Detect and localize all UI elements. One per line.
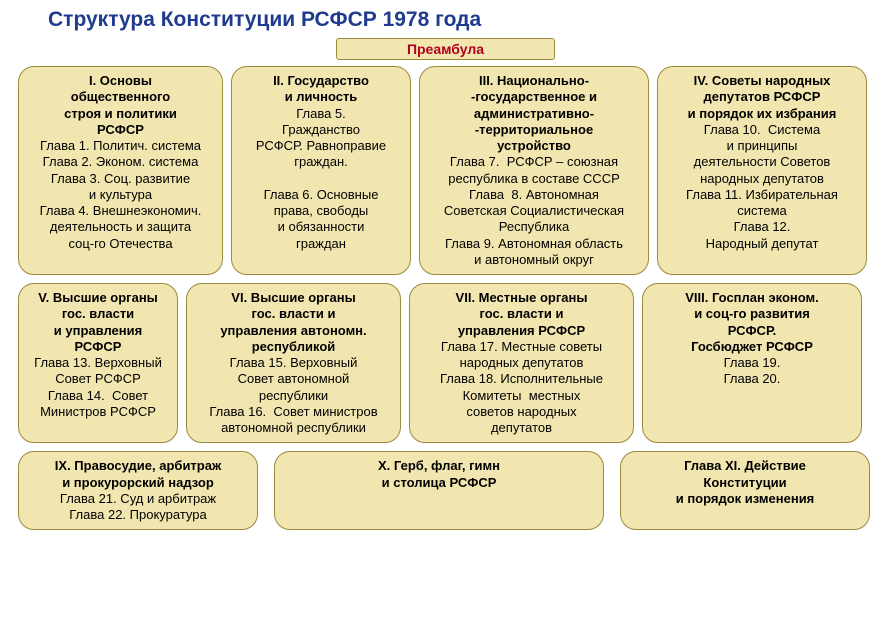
card-heading: VIII. Госплан эконом. и соц-го развития … (651, 290, 853, 355)
card-heading: X. Герб, флаг, гимн и столица РСФСР (283, 458, 595, 491)
card-heading: Глава XI. Действие Конституции и порядок… (629, 458, 861, 507)
card-section-1: I. Основы общественного строя и политики… (18, 66, 223, 275)
card-body: Глава 7. РСФСР – союзная республика в со… (428, 154, 640, 268)
card-section-3: III. Национально- -государственное и адм… (419, 66, 649, 275)
page-title: Структура Конституции РСФСР 1978 года (48, 8, 873, 32)
card-body: Глава 5. Гражданство РСФСР. Равноправие … (240, 106, 402, 252)
card-section-6: VI. Высшие органы гос. власти и управлен… (186, 283, 401, 443)
card-body: Глава 1. Политич. система Глава 2. Эконо… (27, 138, 214, 252)
card-heading: II. Государство и личность (240, 73, 402, 106)
preamble-container: Преамбула (18, 38, 873, 60)
card-section-7: VII. Местные органы гос. власти и управл… (409, 283, 634, 443)
card-section-9: IX. Правосудие, арбитраж и прокурорский … (18, 451, 258, 530)
card-heading: I. Основы общественного строя и политики… (27, 73, 214, 138)
card-heading: VII. Местные органы гос. власти и управл… (418, 290, 625, 339)
card-heading: VI. Высшие органы гос. власти и управлен… (195, 290, 392, 355)
row-1: I. Основы общественного строя и политики… (18, 66, 873, 275)
row-3: IX. Правосудие, арбитраж и прокурорский … (18, 451, 873, 530)
card-body: Глава 15. Верховный Совет автономной рес… (195, 355, 392, 436)
card-heading: III. Национально- -государственное и адм… (428, 73, 640, 154)
card-heading: V. Высшие органы гос. власти и управлени… (27, 290, 169, 355)
card-section-4: IV. Советы народных депутатов РСФСР и по… (657, 66, 867, 275)
card-body: Глава 19. Глава 20. (651, 355, 853, 388)
card-heading: IX. Правосудие, арбитраж и прокурорский … (27, 458, 249, 491)
card-section-8: VIII. Госплан эконом. и соц-го развития … (642, 283, 862, 443)
card-body: Глава 17. Местные советы народных депута… (418, 339, 625, 437)
row-2: V. Высшие органы гос. власти и управлени… (18, 283, 873, 443)
card-section-5: V. Высшие органы гос. власти и управлени… (18, 283, 178, 443)
card-section-11: Глава XI. Действие Конституции и порядок… (620, 451, 870, 530)
card-body: Глава 10. Система и принципы деятельност… (666, 122, 858, 252)
card-section-2: II. Государство и личность Глава 5. Граж… (231, 66, 411, 275)
card-heading: IV. Советы народных депутатов РСФСР и по… (666, 73, 858, 122)
card-body: Глава 13. Верховный Совет РСФСР Глава 14… (27, 355, 169, 420)
card-body: Глава 21. Суд и арбитраж Глава 22. Проку… (27, 491, 249, 524)
card-section-10: X. Герб, флаг, гимн и столица РСФСР (274, 451, 604, 530)
preamble-box: Преамбула (336, 38, 555, 60)
